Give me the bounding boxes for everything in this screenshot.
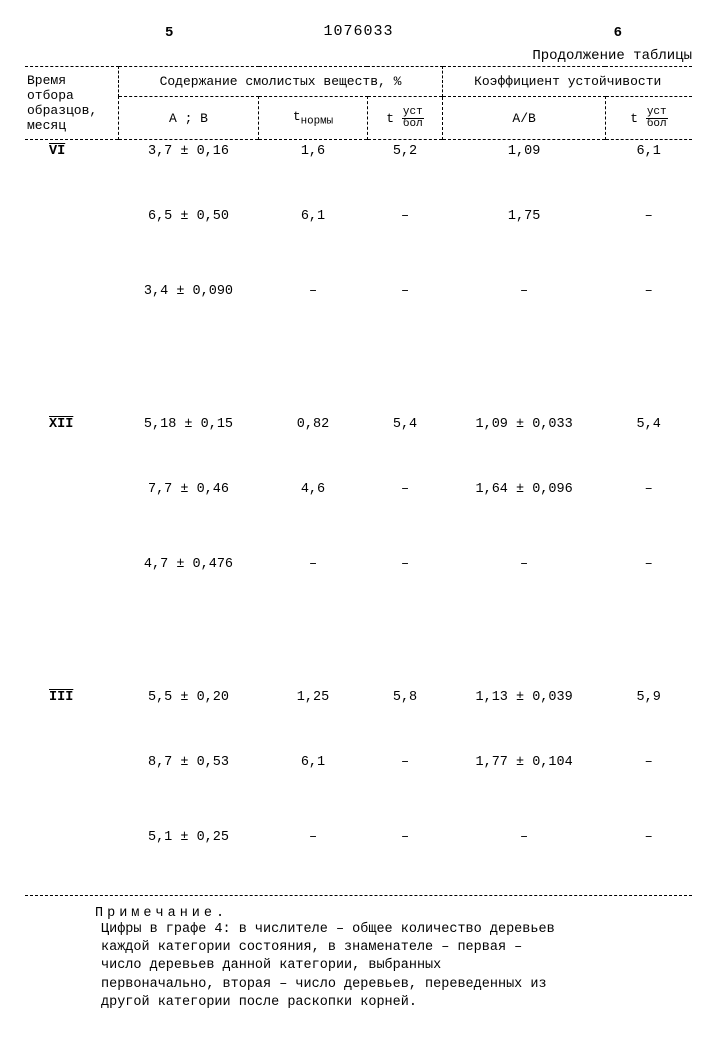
cell: 5,4 bbox=[605, 413, 692, 436]
cell: – bbox=[443, 553, 605, 576]
cell: 5,5 ± 0,20 bbox=[118, 686, 259, 709]
cell: – bbox=[367, 751, 443, 774]
table-row: 8,7 ± 0,536,1–1,77 ± 0,104– bbox=[25, 751, 692, 774]
cell: – bbox=[605, 205, 692, 228]
colgroup-coeff: Коэффициент устойчивости bbox=[443, 67, 692, 97]
cell bbox=[25, 553, 118, 576]
cell: 1,25 bbox=[259, 686, 367, 709]
cell: – bbox=[367, 205, 443, 228]
cell bbox=[25, 826, 118, 849]
page-left: 5 bbox=[165, 25, 173, 41]
cell: 6,1 bbox=[259, 751, 367, 774]
doc-number: 1076033 bbox=[25, 23, 692, 40]
cell: – bbox=[443, 826, 605, 849]
cell: 5,9 bbox=[605, 686, 692, 709]
cell: 5,18 ± 0,15 bbox=[118, 413, 259, 436]
cell: 6,1 bbox=[605, 140, 692, 163]
cell: 5,4 bbox=[367, 413, 443, 436]
cell: 1,13 ± 0,039 bbox=[443, 686, 605, 709]
cell: 5,1 ± 0,25 bbox=[118, 826, 259, 849]
col-t-ust2: t уст бол bbox=[605, 97, 692, 140]
cell: 1,09 ± 0,033 bbox=[443, 413, 605, 436]
cell: 5,8 bbox=[367, 686, 443, 709]
col-av: А ; В bbox=[118, 97, 259, 140]
cell bbox=[25, 280, 118, 303]
cell: – bbox=[259, 553, 367, 576]
cell: 4,7 ± 0,476 bbox=[118, 553, 259, 576]
cell: 0,82 bbox=[259, 413, 367, 436]
cell: – bbox=[259, 826, 367, 849]
table-row: III5,5 ± 0,201,255,81,13 ± 0,0395,9 bbox=[25, 686, 692, 709]
cell: – bbox=[605, 826, 692, 849]
table-row: 5,1 ± 0,25–––– bbox=[25, 826, 692, 849]
cell: III bbox=[25, 686, 118, 709]
col-a-over-b: А/В bbox=[443, 97, 605, 140]
cell: 1,6 bbox=[259, 140, 367, 163]
table-row: VI3,7 ± 0,161,65,21,096,1 bbox=[25, 140, 692, 163]
cell: 1,09 bbox=[443, 140, 605, 163]
cell: – bbox=[259, 280, 367, 303]
cell: 6,5 ± 0,50 bbox=[118, 205, 259, 228]
cell bbox=[25, 751, 118, 774]
cell: 3,4 ± 0,090 bbox=[118, 280, 259, 303]
page-right: 6 bbox=[614, 25, 622, 41]
table-row: 7,7 ± 0,464,6–1,64 ± 0,096– bbox=[25, 478, 692, 501]
cell: 4,6 bbox=[259, 478, 367, 501]
cell: – bbox=[443, 280, 605, 303]
footnote: Примечание. Цифры в графе 4: в числителе… bbox=[25, 906, 692, 1012]
cell bbox=[25, 205, 118, 228]
table-row: 3,4 ± 0,090–––– bbox=[25, 280, 692, 303]
col-tnorm: tнормы bbox=[259, 97, 367, 140]
data-table: Время отбора образцов, месяц Содержание … bbox=[25, 66, 692, 891]
table-row: 6,5 ± 0,506,1–1,75– bbox=[25, 205, 692, 228]
cell: – bbox=[367, 553, 443, 576]
cell: – bbox=[605, 478, 692, 501]
cell: 1,77 ± 0,104 bbox=[443, 751, 605, 774]
cell bbox=[25, 478, 118, 501]
table-row: 4,7 ± 0,476–––– bbox=[25, 553, 692, 576]
cell: – bbox=[367, 826, 443, 849]
cell: – bbox=[367, 478, 443, 501]
frac-icon: уст бол bbox=[402, 107, 424, 130]
col-t-ust1: t уст бол bbox=[367, 97, 443, 140]
colgroup-content: Содержание смолистых веществ, % bbox=[118, 67, 443, 97]
t-label: t bbox=[630, 110, 638, 125]
cell: VI bbox=[25, 140, 118, 163]
cell: – bbox=[367, 280, 443, 303]
cell: 6,1 bbox=[259, 205, 367, 228]
table-continuation: Продолжение таблицы bbox=[25, 48, 692, 64]
cell: 1,75 bbox=[443, 205, 605, 228]
col-time: Время отбора образцов, месяц bbox=[25, 67, 118, 140]
cell: – bbox=[605, 751, 692, 774]
cell: – bbox=[605, 280, 692, 303]
frac-icon: уст бол bbox=[646, 107, 668, 130]
table-row: XII5,18 ± 0,150,825,41,09 ± 0,0335,4 bbox=[25, 413, 692, 436]
cell: 1,64 ± 0,096 bbox=[443, 478, 605, 501]
cell: 3,7 ± 0,16 bbox=[118, 140, 259, 163]
footnote-text: Цифры в графе 4: в числителе – общее кол… bbox=[95, 921, 561, 1012]
cell: 7,7 ± 0,46 bbox=[118, 478, 259, 501]
footnote-label: Примечание. bbox=[95, 906, 228, 921]
cell: 5,2 bbox=[367, 140, 443, 163]
cell: – bbox=[605, 553, 692, 576]
cell: XII bbox=[25, 413, 118, 436]
t-label: t bbox=[386, 110, 394, 125]
cell: 8,7 ± 0,53 bbox=[118, 751, 259, 774]
